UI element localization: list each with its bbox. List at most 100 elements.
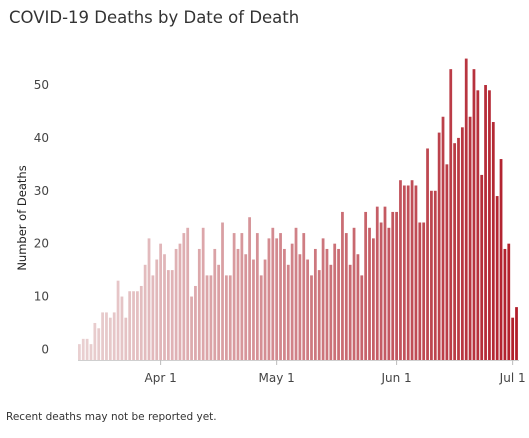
bar[interactable] [298, 254, 302, 360]
bar[interactable] [221, 222, 224, 360]
bar[interactable] [488, 90, 491, 360]
bar[interactable] [375, 206, 379, 360]
bar[interactable] [163, 254, 166, 360]
bar[interactable] [124, 317, 128, 360]
bar[interactable] [480, 174, 484, 360]
bar[interactable] [306, 259, 310, 360]
bar[interactable] [515, 307, 518, 360]
bar[interactable] [194, 285, 197, 360]
bar[interactable] [511, 317, 515, 360]
bar[interactable] [302, 233, 306, 360]
bar[interactable] [263, 259, 267, 360]
bar[interactable] [252, 259, 255, 360]
bar[interactable] [426, 148, 429, 360]
bar[interactable] [286, 264, 290, 360]
bar[interactable] [217, 264, 221, 360]
bar[interactable] [147, 238, 151, 360]
bar[interactable] [81, 338, 85, 360]
bar[interactable] [275, 238, 279, 360]
bar[interactable] [472, 69, 476, 361]
bar[interactable] [197, 248, 201, 360]
bar[interactable] [356, 254, 360, 360]
bar[interactable] [101, 312, 104, 360]
bar[interactable] [484, 85, 487, 361]
bar[interactable] [491, 122, 495, 360]
bar[interactable] [112, 312, 116, 360]
bar[interactable] [495, 196, 499, 360]
bar[interactable] [313, 248, 317, 360]
bar[interactable] [116, 280, 120, 360]
bar[interactable] [499, 159, 503, 360]
bar[interactable] [433, 190, 437, 360]
bar[interactable] [333, 243, 337, 360]
bar[interactable] [248, 217, 251, 360]
bar[interactable] [190, 296, 193, 360]
bar[interactable] [460, 127, 464, 360]
bar[interactable] [410, 180, 414, 360]
bar[interactable] [139, 285, 143, 360]
bar[interactable] [294, 227, 298, 360]
bar[interactable] [166, 270, 170, 360]
bar[interactable] [402, 185, 406, 360]
bar[interactable] [279, 233, 282, 360]
bar[interactable] [283, 248, 286, 360]
bar[interactable] [457, 137, 460, 360]
bar[interactable] [108, 317, 112, 360]
bar[interactable] [225, 275, 228, 360]
bar[interactable] [93, 322, 97, 360]
bar[interactable] [232, 233, 236, 360]
bar[interactable] [78, 344, 81, 360]
bar[interactable] [422, 222, 426, 360]
bar[interactable] [418, 222, 422, 360]
bar[interactable] [383, 206, 387, 360]
bar[interactable] [155, 259, 159, 360]
bar[interactable] [449, 69, 453, 361]
bar[interactable] [453, 143, 457, 360]
bar[interactable] [201, 227, 205, 360]
bar[interactable] [213, 248, 217, 360]
bar[interactable] [159, 243, 163, 360]
bar[interactable] [329, 264, 333, 360]
bar[interactable] [360, 275, 364, 360]
bar[interactable] [399, 180, 402, 360]
bar[interactable] [128, 291, 132, 360]
bar[interactable] [85, 338, 89, 360]
bar[interactable] [244, 254, 248, 360]
bar[interactable] [348, 264, 352, 360]
bar[interactable] [228, 275, 232, 360]
bar[interactable] [391, 211, 395, 360]
bar[interactable] [89, 344, 93, 360]
bar[interactable] [170, 270, 174, 360]
bar[interactable] [97, 328, 101, 360]
bar[interactable] [430, 190, 433, 360]
bar[interactable] [368, 227, 371, 360]
bar[interactable] [437, 132, 441, 360]
bar[interactable] [445, 164, 449, 360]
bar[interactable] [236, 248, 240, 360]
bar[interactable] [290, 243, 294, 360]
bar[interactable] [352, 227, 356, 360]
bar[interactable] [372, 238, 375, 360]
bar[interactable] [259, 275, 263, 360]
bar[interactable] [379, 222, 383, 360]
bar[interactable] [255, 233, 259, 360]
bar[interactable] [151, 275, 155, 360]
bar[interactable] [143, 264, 147, 360]
bar[interactable] [136, 291, 139, 360]
bar[interactable] [395, 211, 398, 360]
bar[interactable] [503, 248, 507, 360]
bar[interactable] [317, 270, 321, 360]
bar[interactable] [310, 275, 313, 360]
bar[interactable] [464, 58, 468, 360]
bar[interactable] [414, 185, 418, 360]
bar[interactable] [364, 211, 368, 360]
bar[interactable] [205, 275, 209, 360]
bar[interactable] [406, 185, 410, 360]
bar[interactable] [240, 233, 244, 360]
bar[interactable] [178, 243, 182, 360]
bar[interactable] [120, 296, 124, 360]
bar[interactable] [337, 248, 340, 360]
bar[interactable] [441, 116, 445, 360]
bar[interactable] [476, 90, 480, 360]
bar[interactable] [271, 227, 275, 360]
